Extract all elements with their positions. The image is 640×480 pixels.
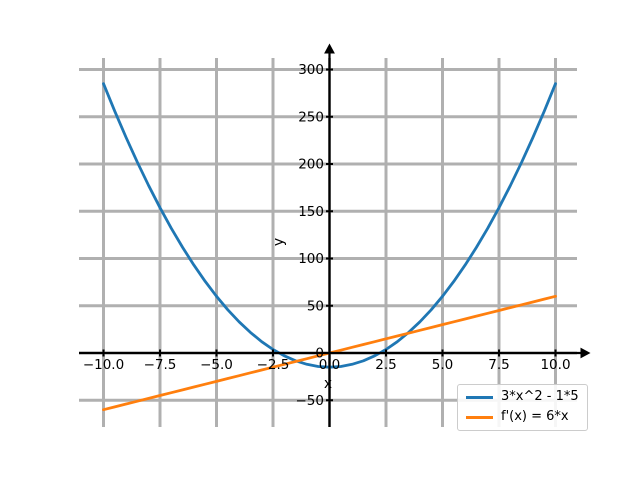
legend-label-function: 3*x^2 - 1*5	[501, 389, 579, 404]
y-tick-label: 200	[298, 157, 324, 173]
legend-entry-derivative: f'(x) = 6*x	[466, 409, 579, 425]
y-tick-label: 250	[298, 109, 324, 125]
x-tick-label: 7.5	[488, 357, 509, 373]
y-tick-label: 300	[298, 62, 324, 78]
legend: 3*x^2 - 1*5 f'(x) = 6*x	[457, 384, 588, 431]
y-axis-arrow-icon	[324, 43, 335, 54]
y-tick-label: 50	[307, 298, 324, 314]
x-tick-label: −2.5	[257, 357, 290, 373]
x-tick-label: 2.5	[375, 357, 396, 373]
x-tick-label: 5.0	[432, 357, 453, 373]
y-axis-label: y	[271, 237, 287, 247]
x-tick-label: −5.0	[200, 357, 233, 373]
legend-line-swatch-derivative	[466, 415, 493, 419]
x-axis-label: x	[323, 376, 333, 392]
x-tick-label: −7.5	[144, 357, 177, 373]
tick-marks	[102, 68, 557, 402]
legend-entry-function: 3*x^2 - 1*5	[466, 389, 579, 404]
legend-line-swatch-function	[466, 395, 493, 399]
x-tick-label: −10.0	[83, 357, 124, 373]
x-axis-arrow-icon	[580, 347, 591, 359]
legend-label-derivative: f'(x) = 6*x	[501, 409, 569, 425]
y-tick-label: 100	[298, 251, 324, 267]
tick-labels: −10.0−7.5−5.0−2.50.02.55.07.510.0−500501…	[83, 62, 571, 409]
x-tick-label: 10.0	[540, 357, 570, 373]
y-tick-label: −50	[296, 393, 325, 409]
y-tick-label: 150	[298, 204, 324, 220]
